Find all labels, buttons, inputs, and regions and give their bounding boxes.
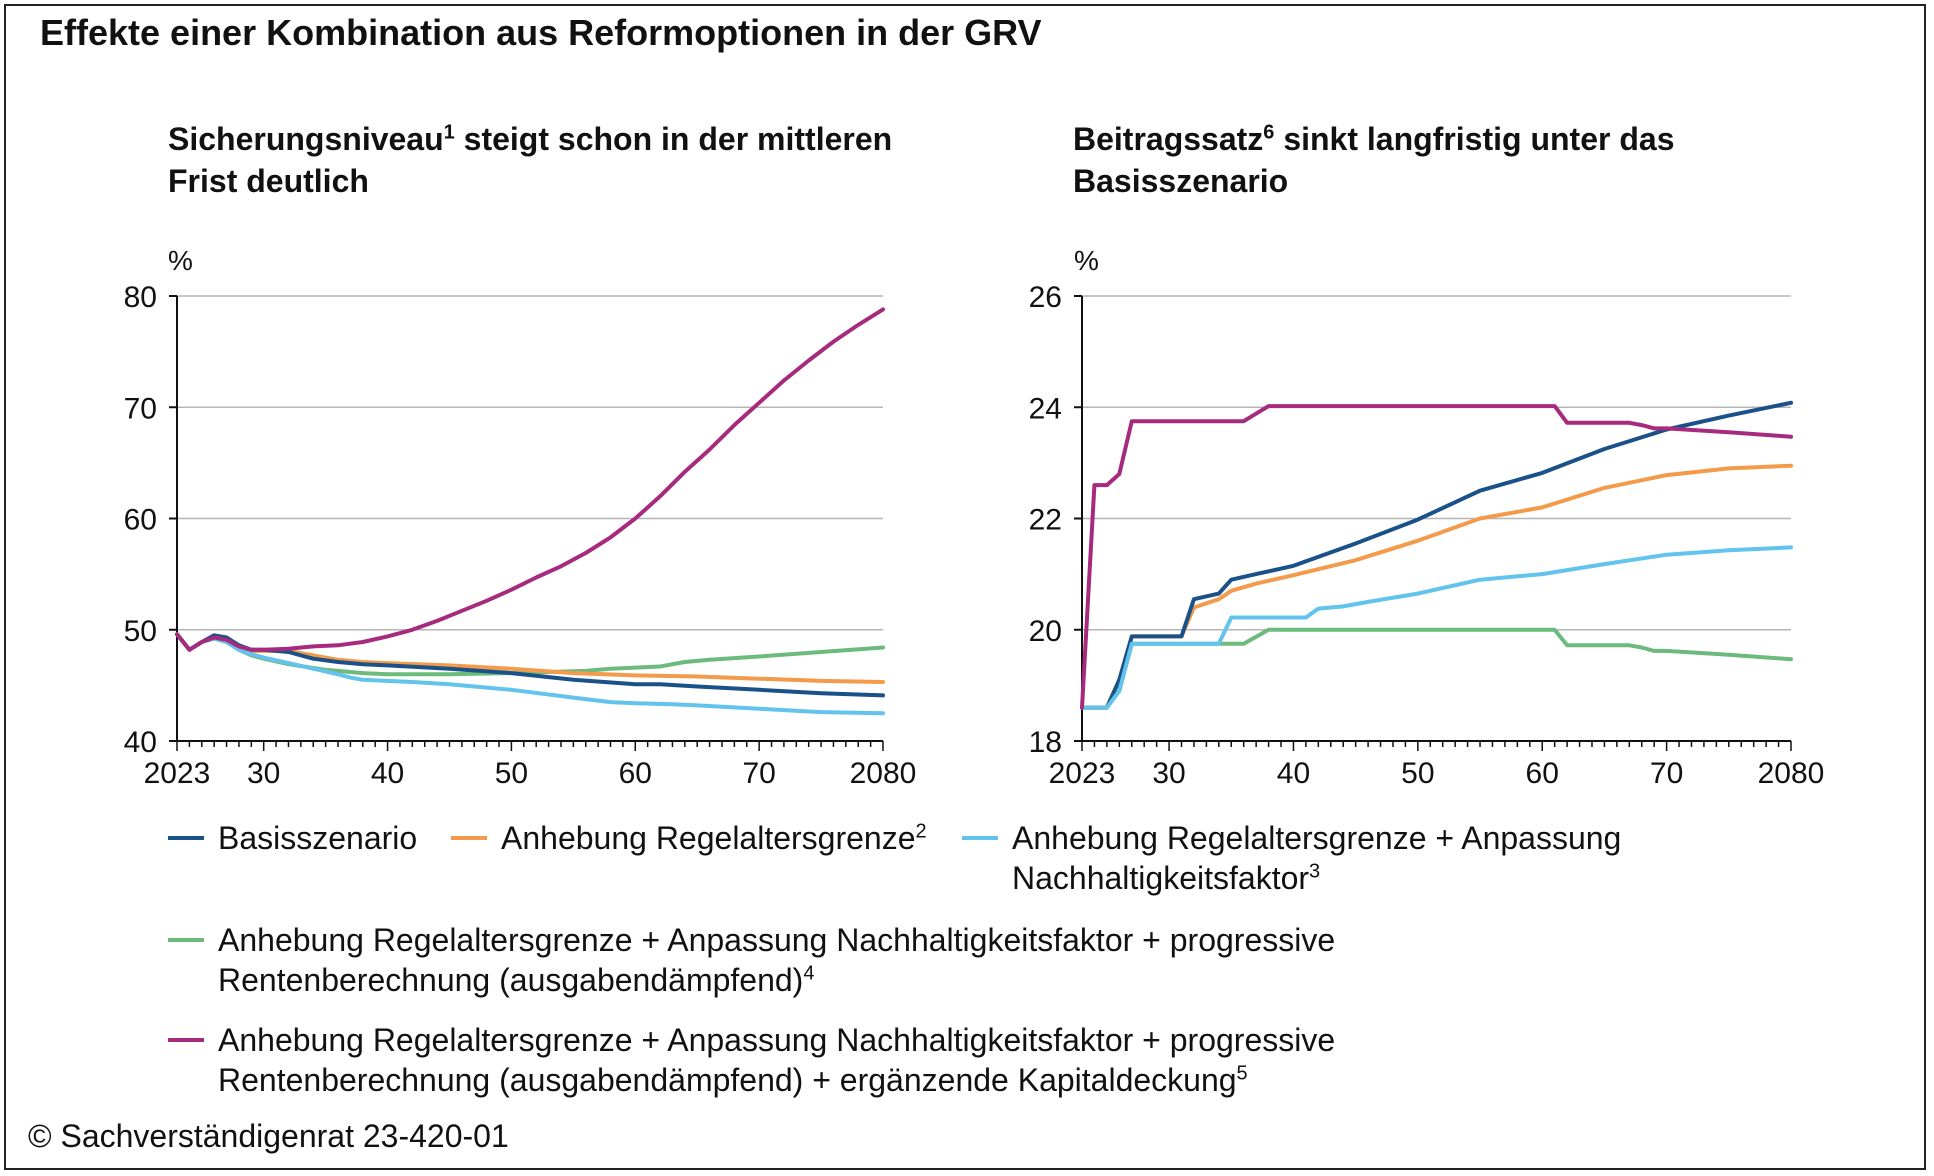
legend-entry-kapital: Anhebung Regelaltersgrenze + Anpassung N… (168, 1020, 1448, 1100)
legend-label: Anhebung Regelaltersgrenze + Anpassung N… (218, 1020, 1448, 1100)
legend-label-text: Anhebung Regelaltersgrenze + Anpassung N… (218, 1022, 1336, 1098)
x-tick-label: 40 (1277, 757, 1310, 790)
y-tick-label: 24 (1029, 392, 1062, 425)
chart-title-footnote: 1 (443, 121, 455, 144)
legend-swatch (451, 836, 487, 840)
y-tick-label: 70 (124, 392, 157, 425)
series-line-nachhaltig (1080, 545, 1793, 710)
legend-swatch (168, 836, 204, 840)
legend-label-text: Anhebung Regelaltersgrenze + Anpassung N… (1012, 820, 1622, 896)
y-tick-label: 26 (1029, 281, 1062, 314)
y-tick-label: 50 (124, 615, 157, 648)
copyright-notice: © Sachverständigenrat 23-420-01 (28, 1118, 509, 1154)
y-tick-label: 40 (124, 726, 157, 759)
x-tick-label: 60 (1526, 757, 1559, 790)
x-tick-label: 50 (495, 757, 528, 790)
legend-footnote: 2 (915, 820, 927, 843)
legend-label-text: Anhebung Regelaltersgrenze + Anpassung N… (218, 922, 1336, 998)
y-tick-label: 18 (1029, 726, 1062, 759)
x-tick-label: 2080 (850, 757, 917, 790)
x-tick-label: 40 (371, 757, 404, 790)
y-axis-unit-right: % (1074, 245, 1099, 276)
legend-label-text: Anhebung Regelaltersgrenze (501, 820, 916, 856)
x-tick-label: 60 (619, 757, 652, 790)
legend-label: Anhebung Regelaltersgrenze + Anpassung N… (1012, 818, 1662, 898)
series-line-kapital (1080, 404, 1793, 710)
x-tick-label: 70 (1650, 757, 1683, 790)
legend-footnote: 3 (1309, 860, 1321, 883)
chart-title-main: Sicherungsniveau (168, 121, 444, 157)
legend-entry-progressiv: Anhebung Regelaltersgrenze + Anpassung N… (168, 920, 1448, 1000)
chart-title-footnote: 6 (1263, 121, 1275, 144)
y-tick-label: 60 (124, 504, 157, 537)
figure-frame (4, 4, 1926, 1170)
chart-title-rest: sinkt langfristig unter das Basisszenari… (1073, 121, 1675, 199)
x-tick-label: 70 (742, 757, 775, 790)
chart-title-rest: steigt schon in der mittleren Frist deut… (168, 121, 893, 199)
y-axis-unit-left: % (168, 245, 193, 276)
y-tick-label: 80 (124, 281, 157, 314)
legend-label: Anhebung Regelaltersgrenze2 (501, 818, 927, 858)
x-tick-label: 2023 (144, 757, 211, 790)
figure-title: Effekte einer Kombination aus Reformopti… (40, 12, 1042, 53)
legend-footnote: 5 (1236, 1062, 1248, 1085)
series-line-basis (1080, 400, 1793, 710)
chart-title-main: Beitragssatz (1073, 121, 1264, 157)
legend-label: Anhebung Regelaltersgrenze + Anpassung N… (218, 920, 1448, 1000)
x-tick-label: 2080 (1758, 757, 1825, 790)
x-tick-label: 30 (1152, 757, 1185, 790)
series-line-kapital (175, 307, 885, 652)
legend-footnote: 4 (803, 962, 815, 985)
legend-entry-regel: Anhebung Regelaltersgrenze2 (451, 818, 951, 858)
y-tick-label: 22 (1029, 504, 1062, 537)
legend-label-text: Basisszenario (218, 820, 418, 856)
legend-swatch (168, 938, 204, 942)
y-tick-label: 20 (1029, 615, 1062, 648)
x-tick-label: 30 (247, 757, 280, 790)
legend-swatch (962, 836, 998, 840)
chart-title-beitragssatz: Beitragssatz6 sinkt langfristig unter da… (1073, 118, 1833, 202)
legend-entry-nachhaltig: Anhebung Regelaltersgrenze + Anpassung N… (962, 818, 1662, 898)
x-tick-label: 2023 (1049, 757, 1116, 790)
legend-label: Basisszenario (218, 818, 417, 858)
legend-entry-basis: Basisszenario (168, 818, 417, 858)
x-tick-label: 50 (1401, 757, 1434, 790)
chart-title-sicherungsniveau: Sicherungsniveau1 steigt schon in der mi… (168, 118, 928, 202)
legend-swatch (168, 1038, 204, 1042)
series-line-basis (175, 632, 885, 698)
